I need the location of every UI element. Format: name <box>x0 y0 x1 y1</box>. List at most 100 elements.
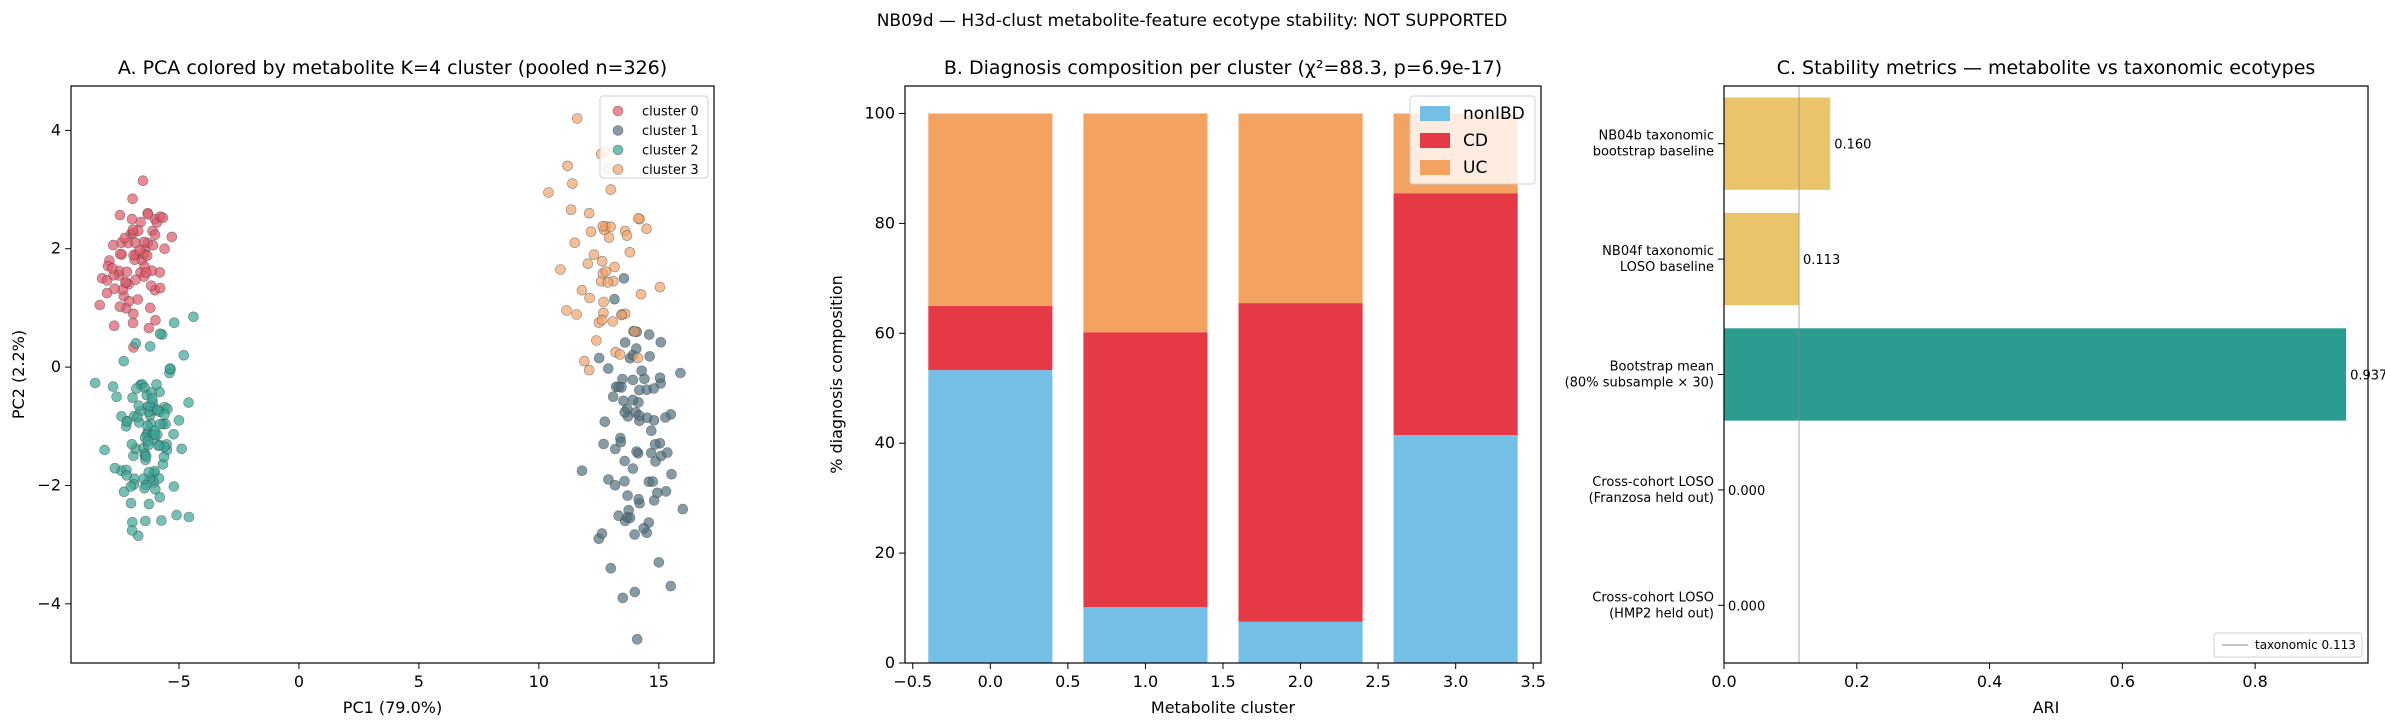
scatter-point-cluster-2 <box>178 349 190 361</box>
scatter-point-cluster-3 <box>635 288 647 300</box>
panel-b-x-tick-label: 2.0 <box>1288 672 1313 691</box>
scatter-point-cluster-2 <box>107 381 119 392</box>
panel-a-legend: cluster 0 cluster 1 cluster 2 cluster 3 <box>599 95 709 179</box>
scatter-point-cluster-0 <box>119 232 130 244</box>
panel-c-category-label: NB04b taxonomic <box>1599 129 1715 144</box>
scatter-point-cluster-1 <box>633 410 645 421</box>
scatter-point-cluster-0 <box>143 322 155 334</box>
panel-b-x-tick-label: 1.5 <box>1210 672 1235 691</box>
scatter-point-cluster-3 <box>605 184 617 195</box>
scatter-point-cluster-2 <box>154 491 166 503</box>
scatter-point-cluster-3 <box>616 309 627 321</box>
scatter-point-cluster-1 <box>677 503 689 515</box>
panel-b-legend-label: nonIBD <box>1463 104 1525 124</box>
scatter-point-cluster-3 <box>567 178 578 189</box>
scatter-point-cluster-3 <box>582 258 594 270</box>
bar-segment-uc <box>928 113 1053 306</box>
scatter-point-cluster-3 <box>571 113 583 124</box>
scatter-point-cluster-3 <box>598 296 609 308</box>
bar-segment-uc <box>1083 113 1208 333</box>
scatter-point-cluster-0 <box>114 209 126 221</box>
scatter-point-cluster-2 <box>171 509 182 521</box>
scatter-point-cluster-2 <box>183 511 195 523</box>
scatter-point-cluster-0 <box>149 229 161 241</box>
panel-a-legend-marker <box>612 164 624 175</box>
scatter-point-cluster-3 <box>632 352 644 364</box>
scatter-point-cluster-0 <box>154 282 166 294</box>
scatter-point-cluster-3 <box>600 266 612 277</box>
scatter-point-cluster-0 <box>121 266 133 278</box>
scatter-point-cluster-2 <box>126 525 138 536</box>
stability-bar <box>1724 97 1831 190</box>
scatter-point-cluster-0 <box>114 248 126 260</box>
scatter-point-cluster-1 <box>627 374 639 386</box>
panel-a-legend-label: cluster 2 <box>642 144 699 159</box>
scatter-point-cluster-1 <box>633 493 644 505</box>
scatter-point-cluster-1 <box>624 512 636 524</box>
scatter-point-cluster-1 <box>598 438 609 450</box>
scatter-point-cluster-3 <box>588 249 600 260</box>
scatter-point-cluster-0 <box>123 295 135 307</box>
scatter-point-cluster-2 <box>109 462 121 474</box>
scatter-point-cluster-2 <box>143 466 155 478</box>
panel-a-legend-label: cluster 1 <box>642 124 699 139</box>
scatter-point-cluster-1 <box>605 562 617 574</box>
bar-segment-uc <box>1238 113 1363 304</box>
panel-b-x-tick-label: 2.5 <box>1365 672 1390 691</box>
panel-a-legend-marker <box>612 144 624 156</box>
panel-c-frame <box>1723 85 2369 664</box>
panel-b-x-axis-label: Metabolite cluster <box>1151 698 1296 717</box>
scatter-point-cluster-0 <box>137 175 149 186</box>
scatter-point-cluster-3 <box>583 364 595 376</box>
panel-b-legend-swatch <box>1420 133 1450 148</box>
stability-bar-value-label: 0.160 <box>1834 138 1871 153</box>
scatter-point-cluster-0 <box>147 239 159 251</box>
scatter-point-cluster-2 <box>140 515 151 527</box>
scatter-point-cluster-1 <box>599 416 611 428</box>
panel-c-category-label: bootstrap baseline <box>1593 145 1714 160</box>
scatter-point-cluster-1 <box>660 412 671 423</box>
scatter-point-cluster-2 <box>132 411 143 423</box>
bar-segment-nonibd <box>1083 606 1208 663</box>
panel-a-y-tick-label: 0 <box>51 357 61 376</box>
panel-b-y-tick-label: 20 <box>875 543 895 562</box>
scatter-point-cluster-0 <box>145 280 157 292</box>
scatter-point-cluster-3 <box>579 355 590 367</box>
scatter-point-cluster-2 <box>188 311 199 323</box>
scatter-point-cluster-2 <box>130 338 142 349</box>
panel-a-x-axis-label: PC1 (79.0%) <box>343 698 442 717</box>
panel-c-category-label: (80% subsample × 30) <box>1565 376 1714 391</box>
scatter-point-cluster-2 <box>152 404 163 416</box>
scatter-point-cluster-0 <box>127 317 139 329</box>
scatter-point-cluster-1 <box>645 425 657 437</box>
panel-a-x-tick-label: 5 <box>414 672 424 691</box>
scatter-point-cluster-2 <box>168 428 179 440</box>
scatter-point-cluster-2 <box>173 415 185 426</box>
scatter-point-cluster-0 <box>144 302 156 314</box>
scatter-point-cluster-1 <box>602 363 614 374</box>
scatter-point-cluster-1 <box>615 436 627 448</box>
scatter-point-cluster-2 <box>89 377 101 389</box>
scatter-point-cluster-0 <box>130 274 141 286</box>
panel-a-x-tick-label: 0 <box>294 672 304 691</box>
scatter-point-cluster-3 <box>596 314 608 326</box>
scatter-point-cluster-3 <box>543 187 554 198</box>
scatter-point-cluster-0 <box>107 239 119 251</box>
scatter-point-cluster-1 <box>619 455 631 467</box>
scatter-point-cluster-1 <box>636 365 648 377</box>
panel-b-x-tick-label: 1.0 <box>1133 672 1158 691</box>
scatter-point-cluster-0 <box>141 250 153 261</box>
panel-b-x-tick-label: −0.5 <box>893 672 932 691</box>
panel-a-legend-box <box>599 95 709 179</box>
scatter-point-cluster-3 <box>602 277 614 288</box>
scatter-point-cluster-1 <box>665 580 677 592</box>
scatter-point-cluster-3 <box>603 232 615 243</box>
scatter-point-cluster-2 <box>99 444 110 456</box>
panel-c-category-label: (HMP2 held out) <box>1609 606 1714 621</box>
scatter-point-cluster-2 <box>140 451 152 462</box>
panel-a-legend-label: cluster 0 <box>642 105 699 120</box>
panel-a-x-tick-label: −5 <box>167 672 191 691</box>
scatter-point-cluster-2 <box>183 397 194 408</box>
scatter-point-cluster-1 <box>650 456 661 467</box>
